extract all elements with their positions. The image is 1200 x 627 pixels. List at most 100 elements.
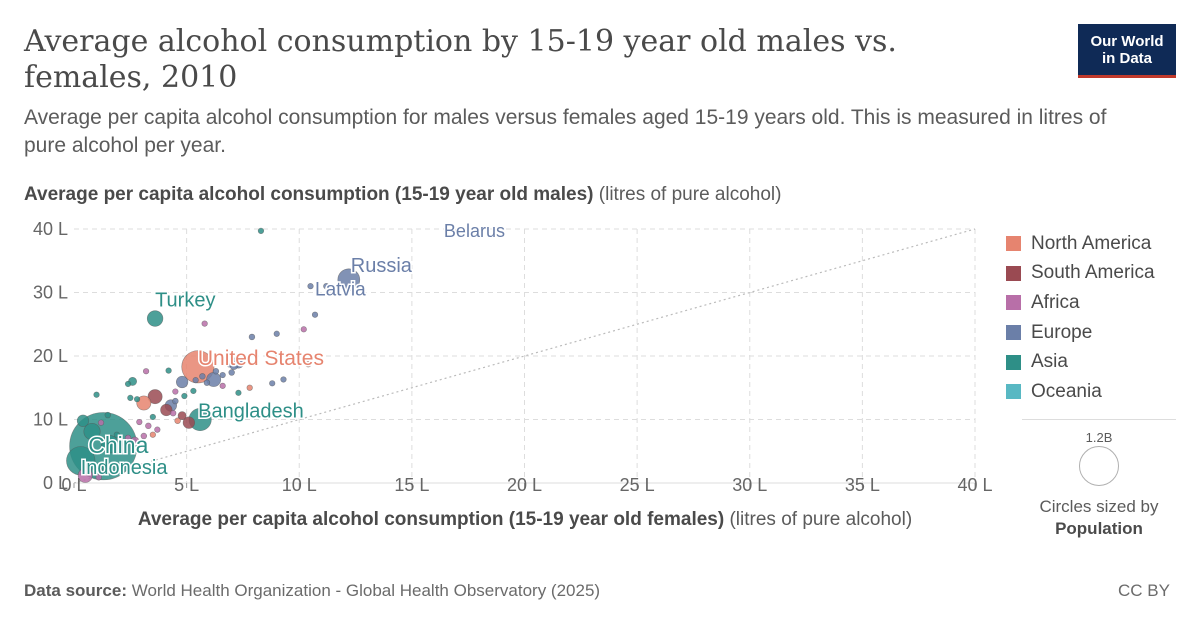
data-point xyxy=(181,350,215,384)
data-point xyxy=(246,384,253,391)
y-tick-label: 10 L xyxy=(33,410,68,430)
size-legend-circle xyxy=(1079,446,1119,486)
data-point xyxy=(124,380,132,388)
y-tick-label: 30 L xyxy=(33,283,68,303)
x-tick-label: 25 L xyxy=(620,475,655,495)
point-labels: Russia Latvia Belarus Turkey United States Ba… xyxy=(79,220,506,481)
data-point xyxy=(124,434,132,442)
data-point xyxy=(311,311,319,318)
owid-logo[interactable]: Our World in Data xyxy=(1078,24,1176,78)
data-point xyxy=(226,361,233,368)
data-point xyxy=(95,474,102,481)
data-point xyxy=(93,391,100,398)
legend-label: Oceania xyxy=(1031,380,1102,402)
point-label: Belarus xyxy=(444,221,505,241)
data-source-label: Data source: xyxy=(24,581,127,600)
legend-swatch-south-america xyxy=(1006,265,1021,281)
data-point xyxy=(76,414,90,427)
data-point xyxy=(136,418,143,426)
legend-label: Africa xyxy=(1031,291,1080,313)
data-point xyxy=(453,229,461,236)
point-label: Turkey xyxy=(155,290,215,312)
data-point xyxy=(300,326,307,333)
data-point xyxy=(212,368,220,375)
legend-swatch-north-america xyxy=(1006,236,1021,252)
legend-swatch-europe xyxy=(1006,325,1021,341)
data-point xyxy=(97,419,105,426)
size-legend-caption: Circles sized by Population xyxy=(1006,496,1192,540)
y-axis-label-unit: (litres of pure alcohol) xyxy=(598,184,782,205)
point-label: Russia xyxy=(351,255,413,277)
legend-label: Europe xyxy=(1031,321,1093,343)
x-tick-label: 35 L xyxy=(845,475,880,495)
data-point xyxy=(160,403,173,417)
size-legend-caption-line1: Circles sized by xyxy=(1039,497,1159,516)
legend-label: North America xyxy=(1031,232,1152,254)
data-point xyxy=(190,387,197,395)
x-tick-label: 40 L xyxy=(957,475,992,495)
size-legend: 1.2B Circles sized by Population xyxy=(1006,430,1192,540)
data-point xyxy=(174,417,181,424)
x-tick-label: 5 L xyxy=(174,475,199,495)
data-point xyxy=(136,395,152,411)
data-point xyxy=(147,389,163,405)
data-point xyxy=(165,367,172,374)
y-tick-label: 0 L xyxy=(43,473,68,493)
data-point xyxy=(219,371,226,379)
data-point xyxy=(280,376,287,383)
legend-swatch-africa xyxy=(1006,295,1021,311)
data-point xyxy=(146,310,164,327)
data-point xyxy=(307,283,314,290)
point-label: Bangladesh xyxy=(198,401,304,423)
x-axis-label-unit: (litres of pure alcohol) xyxy=(729,509,913,530)
legend-item-south-america[interactable]: South America xyxy=(1006,259,1155,289)
data-point xyxy=(101,462,110,472)
data-point xyxy=(133,396,141,403)
legend-label: South America xyxy=(1031,262,1155,284)
size-legend-value: 1.2B xyxy=(1085,430,1113,445)
data-point xyxy=(273,330,280,337)
size-legend-caption-line2: Population xyxy=(1055,519,1143,538)
y-tick-label: 20 L xyxy=(33,346,68,366)
data-point xyxy=(269,380,276,387)
data-point xyxy=(201,320,208,327)
legend-item-africa[interactable]: Africa xyxy=(1006,288,1155,318)
data-point xyxy=(154,426,161,433)
legend-item-oceania[interactable]: Oceania xyxy=(1006,377,1155,407)
data-point xyxy=(287,354,294,361)
data-source: Data source: World Health Organization -… xyxy=(24,581,600,601)
x-tick-label: 10 L xyxy=(282,475,317,495)
data-point xyxy=(145,422,152,430)
point-label: United States xyxy=(198,347,324,370)
data-point xyxy=(127,394,134,402)
data-point xyxy=(172,388,179,395)
x-axis-label-main: Average per capita alcohol consumption (… xyxy=(137,509,725,530)
legend-swatch-asia xyxy=(1006,354,1021,370)
legend-divider xyxy=(1022,419,1176,420)
legend-item-europe[interactable]: Europe xyxy=(1006,318,1155,348)
region-legend: North America South America Africa Europ… xyxy=(1006,229,1155,407)
y-tick-label: 40 L xyxy=(33,219,68,239)
legend-item-north-america[interactable]: North America xyxy=(1006,229,1155,259)
data-point xyxy=(169,409,177,417)
legend-swatch-oceania xyxy=(1006,384,1021,400)
logo-line-1: Our World xyxy=(1090,32,1164,50)
data-point xyxy=(118,439,125,447)
data-point xyxy=(83,423,101,441)
x-tick-label: 15 L xyxy=(394,475,429,495)
data-point xyxy=(235,389,242,396)
license-link[interactable]: CC BY xyxy=(1118,581,1170,600)
data-point xyxy=(228,369,235,376)
data-point xyxy=(248,333,256,341)
data-point xyxy=(140,432,148,440)
reference-line xyxy=(73,228,976,484)
data-point xyxy=(149,413,156,421)
legend-item-asia[interactable]: Asia xyxy=(1006,347,1155,377)
data-point xyxy=(104,411,111,419)
data-point xyxy=(177,411,187,421)
data-point xyxy=(219,382,226,389)
data-point xyxy=(149,431,156,438)
data-point xyxy=(130,436,140,446)
